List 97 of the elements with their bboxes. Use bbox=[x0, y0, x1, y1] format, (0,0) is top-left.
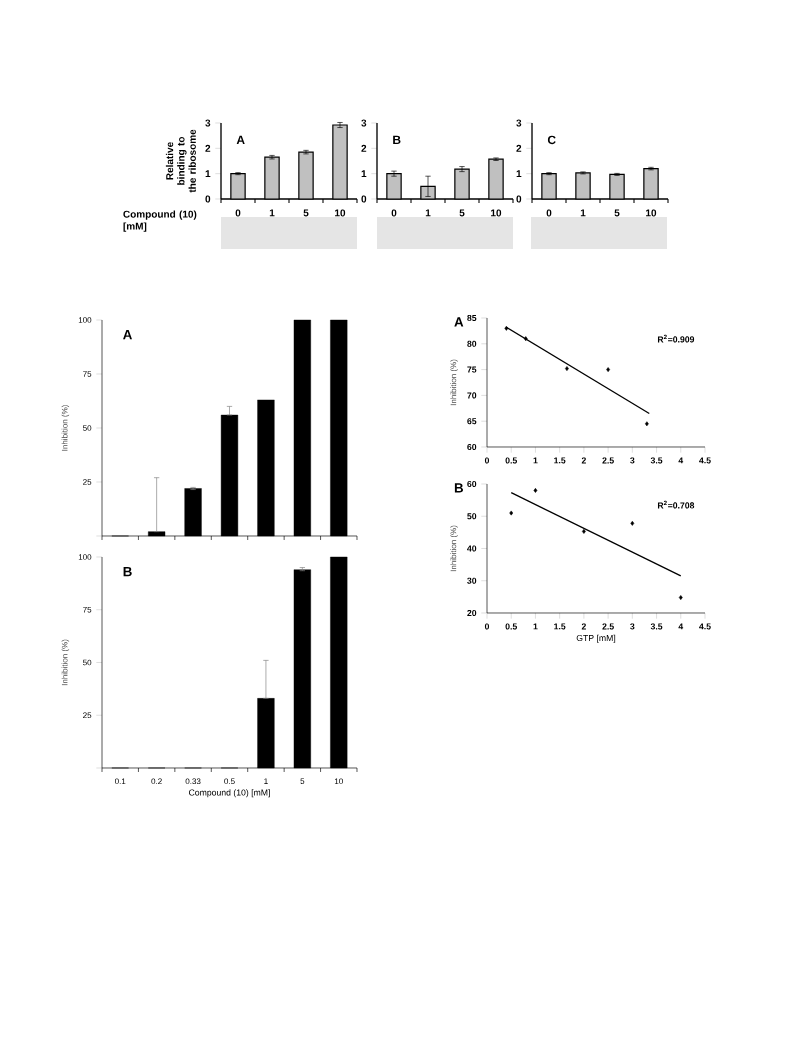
text: B bbox=[393, 135, 401, 144]
x-axis-title: Compound (10) [mM] bbox=[123, 210, 197, 232]
y-tick-label: 3 bbox=[516, 119, 522, 127]
x-tick-label: 0 bbox=[484, 457, 490, 464]
x-tick-label: 0 bbox=[235, 209, 241, 217]
y-tick-label: 65 bbox=[467, 418, 477, 425]
x-tick-label: 0.2 bbox=[151, 778, 162, 785]
x-tick-label: 0.5 bbox=[505, 457, 518, 464]
x-tick-label: 3 bbox=[630, 623, 635, 630]
x-tick-label: 0.5 bbox=[505, 623, 518, 630]
y-tick-label: 1 bbox=[205, 170, 211, 178]
point bbox=[523, 336, 528, 342]
point bbox=[533, 488, 538, 493]
y-tick-label: 1 bbox=[361, 170, 367, 178]
y-tick-label: 100 bbox=[78, 554, 92, 560]
y-tick-label: 40 bbox=[467, 545, 477, 552]
x-tick-label: 2.5 bbox=[602, 457, 614, 464]
y-tick-label: 60 bbox=[467, 480, 477, 488]
x-axis-title: Compound (10) [mM] bbox=[189, 789, 270, 798]
chart-title: A bbox=[454, 317, 464, 327]
y-tick-label: 20 bbox=[467, 609, 477, 617]
x-tick-label: 3 bbox=[630, 457, 635, 464]
y-tick-label: 50 bbox=[83, 425, 92, 431]
y-tick-label: 0 bbox=[205, 195, 211, 203]
y-tick-label: 3 bbox=[205, 119, 211, 127]
x-tick-label: 1.5 bbox=[554, 457, 566, 464]
y-axis-title: Inhibition (%) bbox=[450, 525, 458, 572]
x-tick-label: 5 bbox=[459, 209, 465, 217]
x-tick-label: 0.33 bbox=[185, 778, 201, 785]
x-tick-label: 1.5 bbox=[554, 623, 566, 630]
x-tick-label: 1 bbox=[269, 209, 275, 217]
x-tick-label: 10 bbox=[334, 778, 343, 785]
annotation: R$^{2}$=0.708 bbox=[657, 500, 695, 509]
y-tick-label: 25 bbox=[83, 479, 92, 485]
point bbox=[509, 510, 514, 516]
text: B bbox=[123, 567, 132, 577]
y-tick-label: 75 bbox=[83, 371, 92, 377]
text: A bbox=[123, 330, 132, 340]
y-tick-label: 2 bbox=[205, 144, 211, 152]
x-tick-label: 4 bbox=[678, 457, 684, 464]
y-tick-label: 3 bbox=[361, 119, 367, 127]
x-tick-label: 1 bbox=[264, 778, 268, 784]
y-tick-label: 2 bbox=[516, 144, 522, 152]
y-tick-label: 50 bbox=[467, 513, 477, 520]
y-tick-label: 80 bbox=[467, 340, 477, 347]
y-tick-label: 1 bbox=[516, 170, 522, 178]
x-tick-label: 1 bbox=[533, 457, 538, 464]
point bbox=[504, 325, 509, 331]
y-tick-label: 70 bbox=[467, 392, 477, 399]
x-tick-label: 0 bbox=[484, 623, 490, 630]
x-tick-label: 0 bbox=[391, 209, 397, 217]
point bbox=[630, 520, 635, 526]
x-axis-title: GTP [mM] bbox=[576, 634, 616, 643]
y-tick-label: 2 bbox=[361, 144, 367, 152]
y-axis-title: Relative binding to the ribosome bbox=[165, 129, 196, 193]
x-tick-label: 4.5 bbox=[699, 623, 711, 630]
chart-title: B bbox=[454, 483, 464, 493]
y-axis-title: Inhibition (%) bbox=[61, 639, 70, 686]
y-tick-label: 30 bbox=[467, 577, 477, 584]
x-tick-label: 10 bbox=[646, 209, 657, 217]
point bbox=[565, 366, 569, 371]
x-tick-label: 0.5 bbox=[224, 778, 235, 785]
text: A bbox=[236, 135, 245, 144]
x-tick-label: 0.1 bbox=[114, 778, 126, 785]
x-tick-label: 10 bbox=[335, 209, 346, 217]
x-tick-label: 2 bbox=[581, 623, 586, 630]
point bbox=[678, 595, 683, 600]
y-tick-label: 0 bbox=[516, 195, 522, 203]
y-tick-label: 50 bbox=[83, 659, 92, 666]
y-tick-label: 25 bbox=[83, 712, 92, 719]
x-tick-label: 1 bbox=[533, 623, 538, 630]
x-tick-label: 4 bbox=[678, 623, 684, 630]
point bbox=[645, 421, 649, 427]
x-tick-label: 1 bbox=[425, 209, 431, 217]
x-tick-label: 1 bbox=[580, 209, 586, 217]
y-axis-title: Inhibition (%) bbox=[61, 405, 70, 451]
point bbox=[582, 529, 586, 534]
y-tick-label: 100 bbox=[78, 317, 92, 323]
x-tick-label: 10 bbox=[491, 209, 502, 217]
x-tick-label: 2 bbox=[581, 457, 586, 464]
x-tick-label: 0 bbox=[546, 209, 552, 217]
x-tick-label: 3.5 bbox=[650, 623, 663, 630]
x-tick-label: 4.5 bbox=[699, 457, 711, 464]
y-tick-label: 75 bbox=[467, 366, 477, 373]
x-tick-label: 5 bbox=[303, 209, 309, 217]
x-tick-label: 2.5 bbox=[602, 623, 614, 630]
y-axis-title: Inhibition (%) bbox=[450, 359, 458, 406]
y-tick-label: 60 bbox=[467, 443, 477, 451]
text: C bbox=[547, 135, 556, 145]
point bbox=[606, 367, 610, 372]
y-tick-label: 0 bbox=[361, 195, 367, 203]
annotation: R$^{2}$=0.909 bbox=[657, 334, 695, 343]
x-tick-label: 3.5 bbox=[650, 457, 663, 464]
x-tick-label: 5 bbox=[300, 778, 305, 784]
y-tick-label: 75 bbox=[83, 606, 92, 613]
y-tick-label: 85 bbox=[467, 314, 477, 322]
x-tick-label: 5 bbox=[614, 209, 620, 217]
